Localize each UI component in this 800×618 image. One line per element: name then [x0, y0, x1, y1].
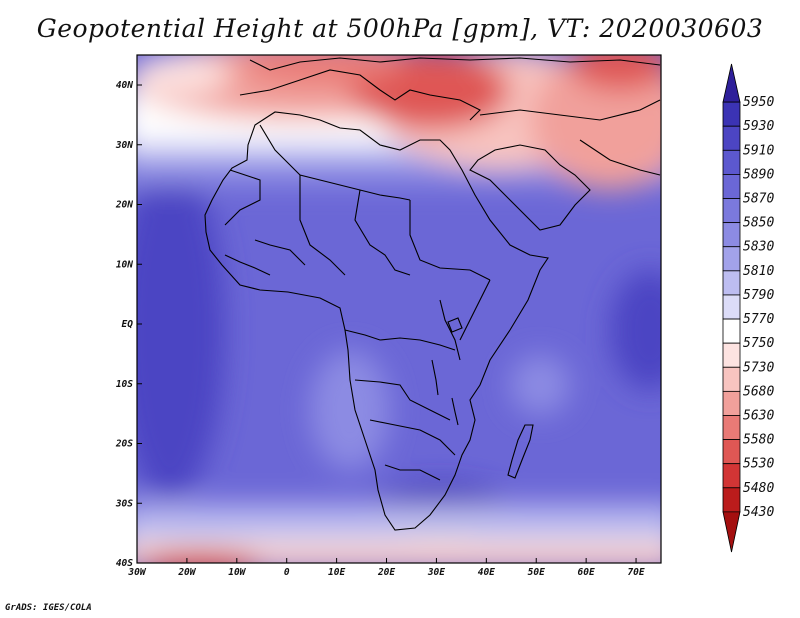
lat-tick-label: 20N — [115, 200, 133, 211]
colorbar-swatch — [722, 415, 741, 440]
lon-tick-label: 50E — [528, 567, 545, 578]
colorbar-label: 5850 — [743, 216, 774, 231]
colorbar-swatch — [722, 366, 741, 392]
lon-tick-label: 40E — [478, 567, 495, 578]
colorbar-swatch — [722, 390, 741, 416]
lat-tick-label: 30S — [115, 498, 133, 509]
colorbar-label: 5930 — [743, 119, 774, 134]
colorbar-swatch — [722, 342, 741, 368]
colorbar-label: 5910 — [743, 143, 774, 158]
lat-tick-label: 30N — [115, 140, 133, 151]
colorbar-label: 5530 — [743, 457, 774, 472]
colorbar-label: 5770 — [743, 312, 774, 327]
coastlines-borders — [204, 57, 661, 531]
colorbar-label: 5430 — [743, 505, 774, 520]
lon-tick-label: 60E — [578, 567, 595, 578]
lat-tick-label: 10N — [116, 259, 133, 270]
lon-tick-label: 70E — [627, 567, 644, 578]
colorbar-label: 5810 — [743, 264, 774, 279]
colorbar-label: 5580 — [743, 433, 774, 448]
lat-tick-label: 10S — [116, 379, 133, 390]
lon-tick-label: 20E — [377, 567, 395, 578]
colorbar-swatch — [722, 101, 741, 127]
colorbar-swatch — [722, 511, 741, 553]
colorbar-swatch — [722, 294, 741, 320]
colorbar-label: 5730 — [743, 360, 774, 375]
lon-tick-label: 30E — [427, 567, 445, 578]
lat-tick-label: 40N — [116, 80, 133, 91]
colorbar-label: 5870 — [743, 192, 774, 207]
lat-tick-label: 40S — [116, 558, 133, 569]
map-frame — [136, 54, 662, 564]
colorbar-label: 5890 — [743, 167, 774, 182]
lon-tick-label: 20W — [177, 567, 196, 578]
lon-tick-label: 0 — [284, 567, 290, 578]
map-title: Geopotential Height at 500hPa [gpm], VT:… — [36, 14, 764, 43]
colorbar-swatch — [722, 318, 741, 344]
colorbar-swatch — [722, 439, 741, 465]
colorbar-swatch — [722, 487, 741, 513]
colorbar-swatch — [722, 125, 741, 151]
grads-credit: GrADS: IGES/COLA — [5, 603, 92, 613]
colorbar-swatch — [722, 246, 741, 272]
height-field — [137, 55, 661, 563]
colorbar-label: 5480 — [743, 481, 774, 496]
lon-tick-label: 10E — [328, 567, 345, 578]
lon-tick-label: 10W — [228, 567, 246, 578]
colorbar-swatch — [722, 63, 741, 103]
colorbar-label: 5830 — [743, 240, 774, 255]
colorbar-label: 5630 — [743, 408, 774, 423]
colorbar-label: 5950 — [743, 95, 774, 110]
colorbar-swatch — [722, 222, 741, 248]
colorbar-swatch — [722, 174, 741, 199]
lon-tick-label: 30W — [127, 567, 146, 578]
colorbar: 5950 5930 5910 5890 5870 5850 5830 5810 5790 5770… — [722, 63, 774, 553]
colorbar-label: 5790 — [743, 288, 774, 303]
colorbar-swatch — [722, 149, 741, 175]
colorbar-label: 5680 — [743, 384, 774, 399]
colorbar-swatch — [722, 198, 741, 224]
lat-tick-label: 20S — [115, 439, 133, 450]
map-axes: 30W 20W 10W 0 10E 20E 30E 40E 50E 60E 70E 40N 30N 20N… — [115, 80, 645, 578]
colorbar-swatch — [722, 463, 741, 489]
colorbar-label: 5750 — [743, 336, 774, 351]
colorbar-swatch — [722, 270, 741, 296]
lat-tick-label: EQ — [122, 319, 134, 330]
